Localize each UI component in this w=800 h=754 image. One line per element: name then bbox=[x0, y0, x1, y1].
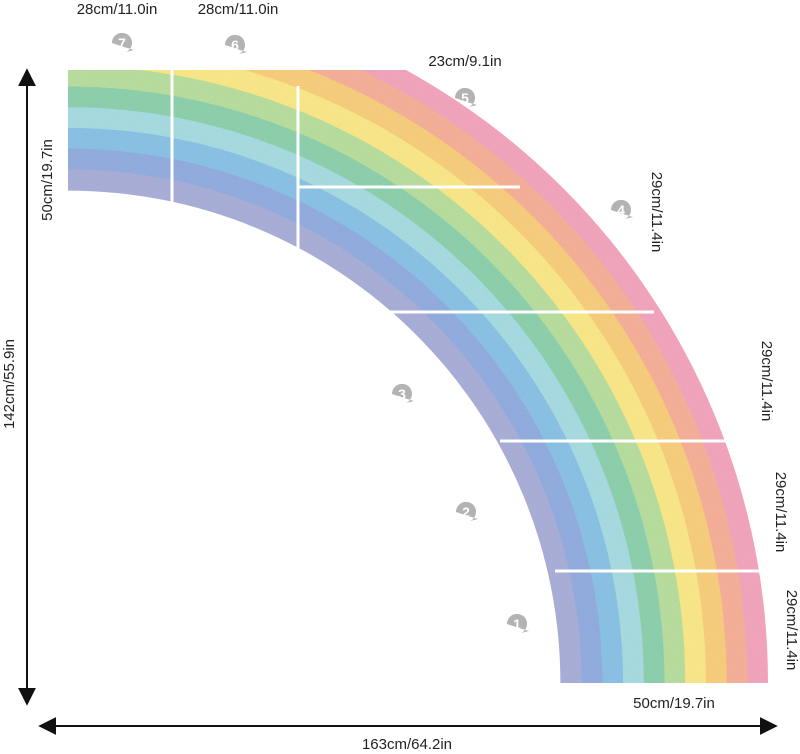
total-height-label: 142cm/55.9in bbox=[1, 339, 18, 429]
rainbow-arc bbox=[68, 70, 768, 684]
piece-number-4: 4 bbox=[617, 202, 625, 218]
piece-4-size-label: 29cm/11.4in bbox=[648, 172, 665, 253]
piece-number-2: 2 bbox=[462, 504, 470, 520]
piece-6-size-label: 28cm/11.0in bbox=[198, 1, 279, 18]
piece-badge-3: 3 bbox=[391, 383, 414, 403]
rainbow-band-2 bbox=[306, 70, 748, 683]
bottom-band-width-label: 50cm/19.7in bbox=[633, 695, 715, 712]
total-width-label: 163cm/64.2in bbox=[362, 736, 452, 753]
piece-5-size-label: 23cm/9.1in bbox=[428, 53, 501, 70]
piece-badge-4: 4 bbox=[610, 199, 633, 219]
rainbow-band-3 bbox=[241, 70, 727, 683]
piece-badge-1: 1 bbox=[506, 613, 529, 633]
piece-2-size-label: 29cm/11.4in bbox=[772, 472, 789, 553]
piece-1-size-label: 29cm/11.4in bbox=[783, 590, 800, 671]
piece-number-3: 3 bbox=[398, 386, 406, 402]
top-band-width-label: 50cm/19.7in bbox=[39, 139, 56, 221]
piece-number-1: 1 bbox=[513, 616, 521, 632]
piece-number-6: 6 bbox=[231, 37, 239, 53]
rainbow-band-1 bbox=[359, 70, 768, 683]
piece-badge-5: 5 bbox=[454, 87, 477, 107]
piece-badge-6: 6 bbox=[224, 34, 247, 54]
piece-number-5: 5 bbox=[461, 90, 469, 106]
piece-badge-7: 7 bbox=[111, 32, 134, 52]
piece-number-7: 7 bbox=[118, 35, 126, 51]
piece-7-size-label: 28cm/11.0in bbox=[77, 1, 158, 18]
piece-3-size-label: 29cm/11.4in bbox=[758, 341, 775, 422]
piece-dividers bbox=[170, 70, 766, 573]
piece-badge-2: 2 bbox=[455, 501, 478, 521]
